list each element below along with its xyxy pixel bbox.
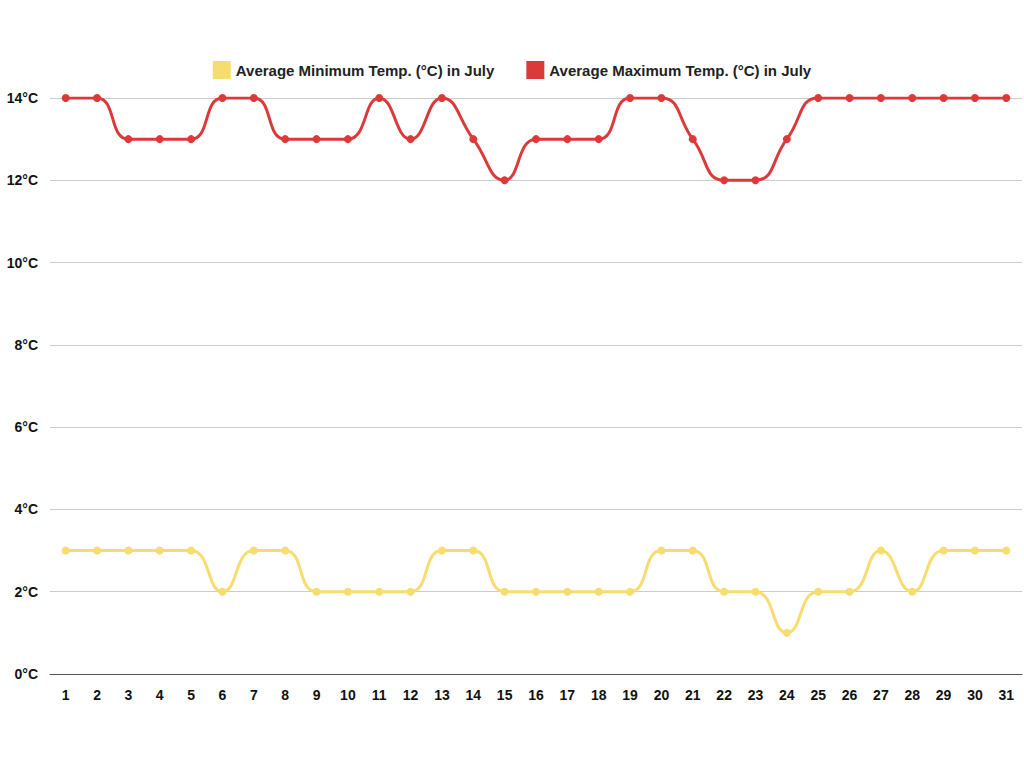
svg-text:26: 26 [842, 687, 858, 703]
svg-text:2: 2 [93, 687, 101, 703]
svg-text:4°C: 4°C [15, 501, 39, 517]
svg-text:12°C: 12°C [7, 172, 38, 188]
svg-text:25: 25 [810, 687, 826, 703]
svg-text:0°C: 0°C [15, 666, 39, 682]
svg-text:Average Minimum Temp. (°C) in: Average Minimum Temp. (°C) in July [236, 62, 495, 79]
svg-text:17: 17 [560, 687, 576, 703]
svg-text:10: 10 [340, 687, 356, 703]
svg-text:Average Maximum Temp. (°C) in: Average Maximum Temp. (°C) in July [549, 62, 812, 79]
svg-text:19: 19 [622, 687, 638, 703]
svg-text:15: 15 [497, 687, 513, 703]
svg-text:6°C: 6°C [15, 419, 39, 435]
svg-text:4: 4 [156, 687, 164, 703]
svg-text:31: 31 [999, 687, 1015, 703]
svg-text:6: 6 [219, 687, 227, 703]
svg-text:30: 30 [967, 687, 983, 703]
svg-text:22: 22 [716, 687, 732, 703]
svg-text:5: 5 [187, 687, 195, 703]
svg-text:2°C: 2°C [15, 584, 39, 600]
svg-text:24: 24 [779, 687, 795, 703]
svg-text:3: 3 [124, 687, 132, 703]
svg-text:8°C: 8°C [15, 337, 39, 353]
svg-text:8: 8 [281, 687, 289, 703]
svg-text:1: 1 [62, 687, 70, 703]
svg-text:10°C: 10°C [7, 255, 38, 271]
svg-text:29: 29 [936, 687, 952, 703]
svg-text:12: 12 [403, 687, 419, 703]
svg-text:7: 7 [250, 687, 258, 703]
svg-text:14: 14 [466, 687, 482, 703]
svg-text:16: 16 [528, 687, 544, 703]
svg-text:21: 21 [685, 687, 701, 703]
svg-text:20: 20 [654, 687, 670, 703]
svg-text:9: 9 [313, 687, 321, 703]
svg-text:13: 13 [434, 687, 450, 703]
svg-text:14°C: 14°C [7, 90, 38, 106]
svg-text:18: 18 [591, 687, 607, 703]
svg-text:27: 27 [873, 687, 889, 703]
svg-text:28: 28 [904, 687, 920, 703]
svg-text:23: 23 [748, 687, 764, 703]
svg-text:11: 11 [372, 687, 387, 703]
